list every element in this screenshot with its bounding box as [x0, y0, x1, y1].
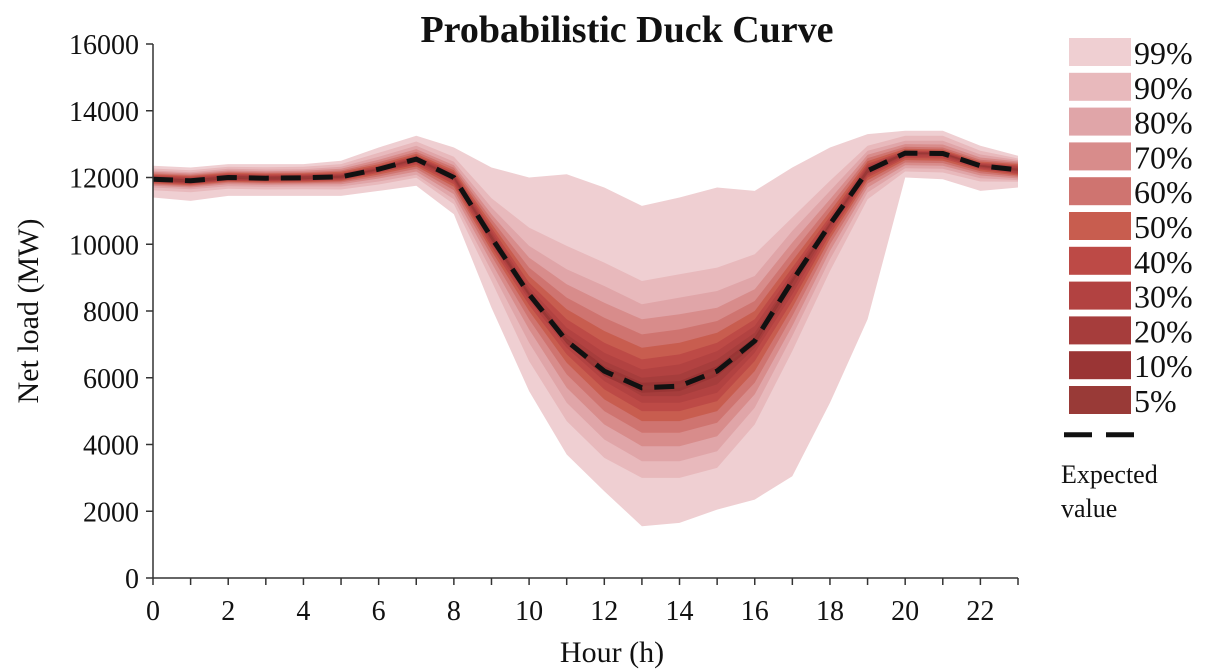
- y-tick-label: 6000: [83, 364, 139, 395]
- x-tick-label: 20: [891, 596, 919, 627]
- legend: 99%90%80%70%60%50%40%30%20%10%5% Expected…: [1061, 35, 1193, 523]
- legend-label: 10%: [1134, 348, 1193, 384]
- legend-swatch: [1069, 351, 1131, 380]
- expected-value-layer: [152, 150, 1019, 391]
- legend-expected-label: value: [1061, 494, 1117, 523]
- x-tick-label: 12: [590, 596, 618, 627]
- legend-label: 40%: [1134, 244, 1193, 280]
- legend-swatch: [1069, 316, 1131, 345]
- legend-label: 90%: [1134, 70, 1193, 106]
- x-tick-label: 10: [515, 596, 543, 627]
- x-tick-label: 14: [666, 596, 694, 627]
- y-axis-ticks: 0 2000 4000 6000 8000 10000 12000 14000 16000: [69, 30, 153, 595]
- x-tick-label: 8: [447, 596, 461, 627]
- y-tick-label: 2000: [83, 497, 139, 528]
- x-tick-label: 4: [296, 596, 310, 627]
- y-tick-label: 16000: [69, 30, 139, 61]
- y-axis-label: Net load (MW): [12, 219, 45, 404]
- y-tick-label: 4000: [83, 431, 139, 462]
- x-tick-label: 22: [966, 596, 994, 627]
- legend-swatch: [1069, 177, 1131, 206]
- x-tick-label: 2: [221, 596, 235, 627]
- chart-title: Probabilistic Duck Curve: [420, 9, 833, 51]
- legend-swatch: [1069, 281, 1131, 310]
- legend-swatch: [1069, 386, 1131, 414]
- band-10pct: [153, 152, 1018, 393]
- legend-label: 50%: [1134, 209, 1193, 245]
- legend-label: 60%: [1134, 174, 1193, 210]
- legend-swatch: [1069, 72, 1131, 101]
- y-tick-label: 14000: [69, 97, 139, 128]
- x-tick-label: 6: [372, 596, 386, 627]
- legend-expected-label: Expected: [1061, 460, 1158, 489]
- legend-label: 5%: [1134, 383, 1177, 419]
- legend-swatch: [1069, 142, 1131, 171]
- confidence-bands: [153, 130, 1018, 527]
- y-tick-label: 10000: [69, 230, 139, 261]
- legend-label: 70%: [1134, 139, 1193, 175]
- legend-label: 99%: [1134, 35, 1193, 71]
- x-axis-label: Hour (h): [560, 636, 664, 669]
- y-tick-label: 12000: [69, 164, 139, 195]
- y-tick-label: 0: [125, 564, 139, 595]
- x-axis-ticks: 0 2 4 6 8 10 12 14 16 18 20 22: [146, 578, 1019, 627]
- y-tick-label: 8000: [83, 297, 139, 328]
- expected-value-line: [152, 150, 1019, 391]
- band-70pct: [153, 144, 1018, 447]
- legend-label: 30%: [1134, 279, 1193, 315]
- legend-swatch: [1069, 212, 1131, 240]
- legend-label: 20%: [1134, 313, 1193, 349]
- x-tick-label: 18: [816, 596, 844, 627]
- legend-swatch: [1069, 38, 1131, 66]
- x-tick-label: 0: [146, 596, 160, 627]
- legend-label: 80%: [1134, 105, 1193, 141]
- legend-swatch: [1069, 246, 1131, 275]
- legend-swatch: [1069, 107, 1131, 136]
- x-tick-label: 16: [741, 596, 769, 627]
